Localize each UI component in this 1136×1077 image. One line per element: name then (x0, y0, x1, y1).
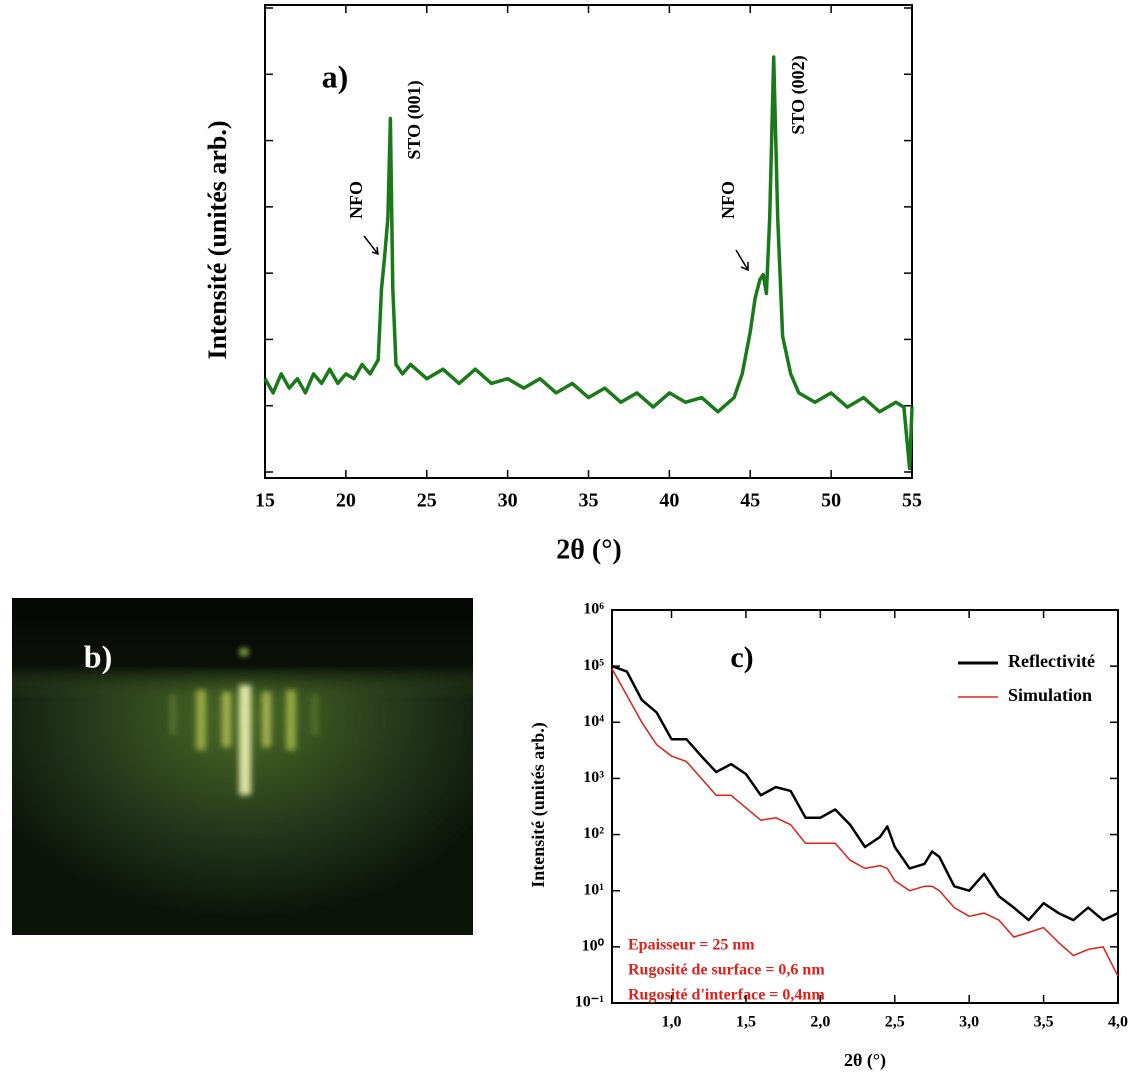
x-axis-label: 2θ (°) (556, 534, 621, 565)
panel-label: a) (322, 58, 349, 94)
x-tick-label: 25 (417, 490, 437, 512)
annotation: Rugosité d'interface = 0,4nm (628, 987, 825, 1004)
y-tick-label: 10⁴ (583, 713, 604, 730)
x-tick-label: 35 (579, 490, 599, 512)
y-tick-label: 10¹ (583, 881, 604, 898)
annotation: Epaisseur = 25 nm (628, 937, 755, 954)
x-tick-label: 30 (498, 490, 518, 512)
x-tick-label: 1,5 (736, 1014, 756, 1031)
x-axis-label: 2θ (°) (844, 1050, 886, 1071)
y-tick-label: 10³ (583, 769, 604, 786)
panel-label: b) (84, 638, 112, 674)
x-tick-label: 40 (659, 490, 679, 512)
annotation: NFO (346, 181, 366, 219)
data-line (263, 55, 914, 471)
rheed-image: b) (12, 598, 473, 935)
x-tick-label: 2,0 (810, 1014, 830, 1031)
data-line (611, 668, 1119, 977)
x-tick-label: 45 (740, 490, 760, 512)
x-tick-label: 50 (821, 490, 841, 512)
panel-label: c) (730, 641, 753, 674)
plot-frame (264, 4, 913, 479)
arrow (363, 235, 379, 256)
legend-label: Reflectivité (1008, 651, 1095, 671)
plot-frame (611, 609, 1119, 1004)
x-tick-label: 3,0 (959, 1014, 979, 1031)
annotation: STO (002) (788, 55, 809, 134)
y-axis-label: Intensité (unités arb.) (203, 120, 232, 359)
arrow (735, 249, 749, 272)
y-tick-label: 10⁶ (583, 601, 604, 618)
annotation: Rugosité de surface = 0,6 nm (628, 962, 825, 979)
diffraction-streaks (170, 648, 318, 795)
y-tick-label: 10⁵ (583, 657, 604, 674)
x-tick-label: 15 (255, 490, 275, 512)
data-line (611, 664, 1119, 922)
x-tick-label: 20 (336, 490, 356, 512)
annotation: STO (001) (404, 80, 425, 159)
y-axis-label: Intensité (unités arb.) (528, 722, 549, 888)
legend-label: Simulation (1008, 685, 1092, 705)
y-tick-label: 10⁻¹ (575, 994, 604, 1011)
x-tick-label: 55 (902, 490, 922, 512)
x-tick-label: 4,0 (1108, 1014, 1128, 1031)
x-tick-label: 3,5 (1034, 1014, 1054, 1031)
x-tick-label: 2,5 (885, 1014, 905, 1031)
y-tick-label: 10⁰ (582, 938, 605, 955)
annotation: NFO (718, 181, 738, 219)
y-tick-label: 10² (583, 825, 604, 842)
x-tick-label: 1,0 (662, 1014, 682, 1031)
